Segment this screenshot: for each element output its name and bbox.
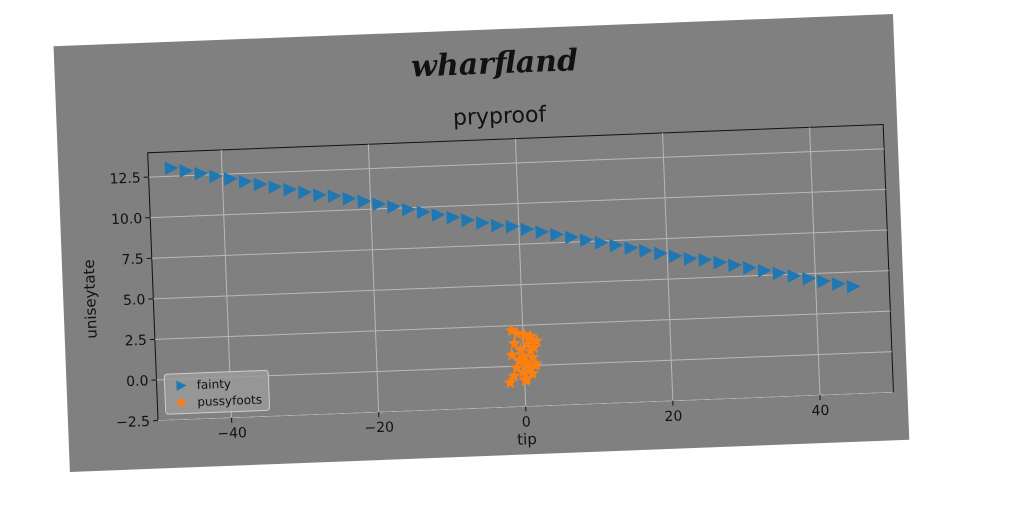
fainty-point: [579, 233, 594, 247]
x-tick-label: 0: [522, 414, 532, 430]
fainty-point: [238, 174, 253, 189]
fainty-point: [475, 216, 490, 230]
fainty-point: [520, 222, 535, 237]
y-tick-label: 0.0: [126, 373, 149, 390]
y-tick-label: −2.5: [116, 414, 151, 431]
y-tick-label: 5.0: [123, 292, 146, 309]
fainty-point: [386, 200, 401, 214]
x-axis-label: tip: [517, 430, 537, 449]
fainty-point: [416, 205, 431, 220]
fainty-point: [713, 255, 728, 270]
pussyfoots-point: [507, 336, 522, 350]
fainty-point: [550, 228, 564, 242]
x-gridline: [662, 132, 674, 401]
fainty-point: [787, 269, 802, 283]
x-tick-label: −20: [364, 420, 394, 437]
y-tick-label: 12.5: [109, 170, 141, 187]
pussyfoots-point: [522, 332, 536, 346]
fainty-point: [401, 202, 416, 217]
series-pussyfoots: [503, 323, 544, 389]
fainty-point: [283, 183, 298, 197]
fainty-point: [164, 161, 179, 176]
legend-box: [163, 369, 271, 415]
fainty-point: [564, 230, 579, 245]
fainty-point: [209, 169, 223, 184]
fainty-point: [683, 252, 698, 266]
fainty-point: [431, 208, 446, 222]
fainty-point: [817, 274, 831, 289]
y-tick-label: 10.0: [111, 211, 143, 228]
fainty-point: [698, 253, 713, 267]
fainty-point: [639, 244, 653, 258]
y-gridline: [154, 310, 891, 340]
fainty-point: [194, 166, 209, 181]
fainty-point: [253, 177, 268, 192]
fainty-point: [505, 219, 520, 234]
fainty-point: [342, 192, 357, 206]
fainty-point: [298, 185, 312, 200]
x-gridline: [367, 144, 380, 413]
fainty-point: [757, 263, 772, 278]
fainty-point: [461, 213, 476, 228]
fainty-point: [668, 249, 683, 264]
fainty-point: [624, 241, 639, 256]
fainty-point: [357, 194, 372, 209]
fainty-point: [327, 189, 342, 204]
fainty-point: [728, 258, 742, 273]
fainty-point: [490, 218, 505, 233]
x-tick-label: 40: [811, 403, 829, 420]
figure-suptitle: wharfland: [410, 43, 578, 84]
y-tick-label: 2.5: [124, 333, 147, 350]
y-gridline: [153, 270, 889, 300]
pussyfoots-point: [513, 352, 527, 366]
legend-marker-pussyfoots: [175, 396, 187, 408]
pussyfoots-point: [527, 340, 541, 354]
chart-title: pryproof: [453, 102, 548, 131]
pussyfoots-point: [529, 334, 544, 347]
y-tick-label: 7.5: [121, 252, 144, 269]
fainty-point: [831, 277, 846, 291]
fainty-point: [594, 236, 609, 250]
legend-label-fainty: fainty: [196, 377, 231, 392]
fainty-point: [846, 280, 861, 294]
y-gridline: [151, 229, 888, 259]
fainty-point: [312, 188, 327, 202]
pussyfoots-point: [518, 373, 533, 387]
plot-axes: −40 −20 0 20 40 −2.5 0.0 2.5 5.0 7.5 10.0 12.5: [109, 123, 894, 442]
fainty-point: [742, 261, 757, 275]
x-tick-label: 20: [664, 408, 682, 425]
x-tick-label: −40: [217, 425, 247, 442]
series-fainty: [164, 161, 861, 294]
fainty-point: [268, 180, 283, 194]
y-gridline: [150, 188, 886, 219]
legend-label-pussyfoots: pussyfoots: [197, 393, 262, 409]
y-gridline: [148, 148, 885, 178]
pussyfoots-point: [528, 358, 542, 372]
fainty-point: [446, 210, 461, 225]
fainty-point: [372, 197, 387, 212]
fainty-point: [179, 164, 194, 178]
pussyfoots-point: [507, 368, 521, 382]
fainty-point: [609, 238, 624, 253]
y-axis-label: uniseytate: [80, 259, 101, 339]
fainty-point: [772, 266, 787, 281]
fainty-point: [802, 271, 817, 286]
pussyfoots-point: [510, 326, 524, 340]
legend-marker-fainty: [176, 380, 187, 391]
x-gridline: [809, 127, 821, 396]
fainty-point: [223, 172, 238, 186]
fainty-point: [535, 225, 550, 239]
fainty-point: [653, 246, 668, 261]
pussyfoots-point: [503, 375, 517, 389]
figure-group: wharfland pryproof −40 −20 0 20 40 −2.5 0.0 2.5…: [53, 14, 910, 472]
pussyfoots-point: [525, 366, 540, 380]
